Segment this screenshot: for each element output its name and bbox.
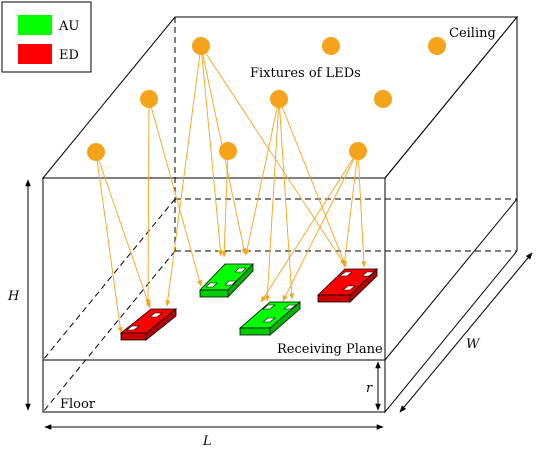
receiving-plane-label: Receiving Plane [277,342,383,357]
led-fixture [349,142,367,160]
au-device [238,301,302,336]
receiver-devices [119,263,378,341]
height-label: H [7,289,20,304]
light-rays [95,45,367,334]
floor-label: Floor [60,397,96,412]
ray [244,98,280,256]
fixtures-label: Fixtures of LEDs [250,66,361,81]
ray [145,98,151,306]
ray [200,45,223,257]
ray [342,150,359,268]
ray [200,45,346,266]
ray [221,150,229,258]
legend-swatch-au [18,15,52,35]
ceiling-label: Ceiling [449,26,496,41]
legend-swatch-ed [18,44,52,64]
left-floor-edge [42,250,176,413]
width-label: W [466,337,481,352]
receiving-plane-right-edge [384,198,518,361]
led-fixture [219,142,237,160]
led-fixture [192,37,210,55]
ed-device [119,308,178,341]
dimension-arrows [25,179,533,430]
led-fixtures [87,37,446,161]
ray [282,150,359,302]
legend: AU ED [1,1,92,73]
au-device [199,263,254,298]
led-fixture [140,90,158,108]
ray [278,98,295,300]
ed-device [317,268,378,303]
led-fixture [374,90,392,108]
length-label: L [202,434,212,449]
ray [95,151,151,309]
ray [278,98,347,268]
legend-label-ed: ED [59,48,79,63]
led-fixture [87,143,105,161]
offset-label: r [366,381,373,396]
ray [357,150,367,268]
ray [165,45,202,307]
led-fixture [322,37,340,55]
right-face [384,15,518,414]
led-fixture [428,37,446,55]
legend-label-au: AU [58,19,79,34]
receiving-plane-left-edge [42,198,176,361]
ray [260,150,359,303]
width-arrow [399,252,533,413]
ray [148,98,202,287]
ray [95,151,123,334]
ray [264,98,280,302]
led-fixture [270,90,288,108]
